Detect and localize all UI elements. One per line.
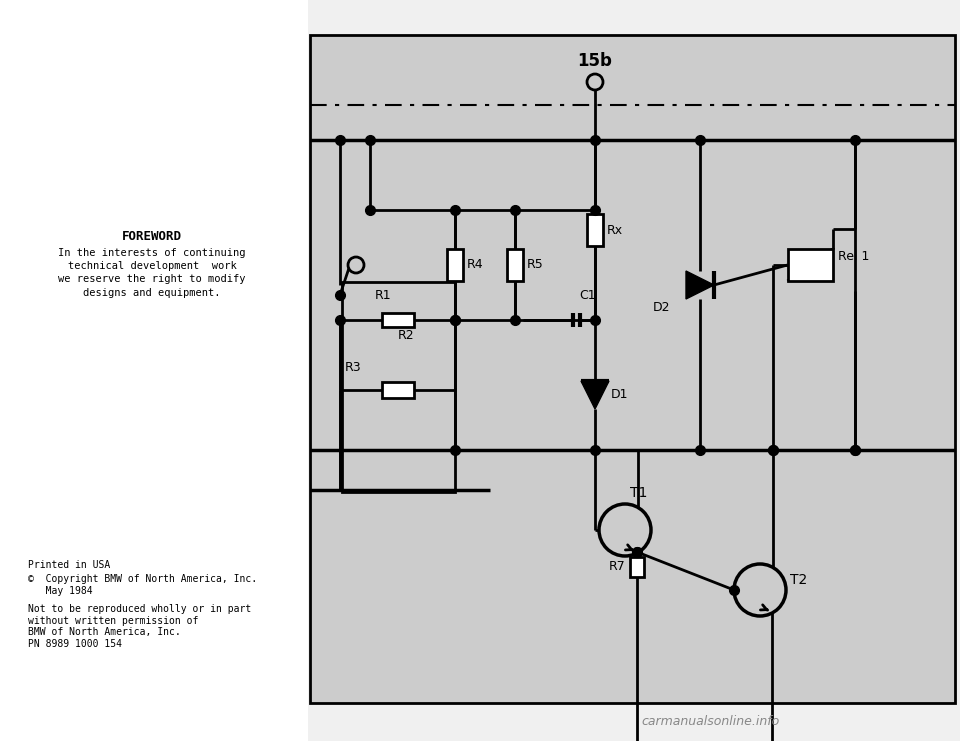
Text: R4: R4 xyxy=(467,259,484,271)
Text: FOREWORD: FOREWORD xyxy=(122,230,182,243)
Text: R7: R7 xyxy=(610,560,626,574)
Text: In the interests of continuing
technical development  work
we reserve the right : In the interests of continuing technical… xyxy=(59,248,246,298)
Text: Not to be reproduced wholly or in part
without written permission of
BMW of Nort: Not to be reproduced wholly or in part w… xyxy=(28,604,252,649)
Text: R3: R3 xyxy=(345,361,362,374)
Text: D1: D1 xyxy=(611,388,629,402)
Text: D2: D2 xyxy=(653,301,670,314)
Bar xyxy=(507,249,523,281)
Circle shape xyxy=(348,257,364,273)
Text: T1: T1 xyxy=(630,486,647,500)
Text: T2: T2 xyxy=(790,573,807,587)
Polygon shape xyxy=(581,381,609,409)
Text: R1: R1 xyxy=(375,289,392,302)
Bar xyxy=(587,214,603,246)
Bar xyxy=(0,0,308,741)
Text: R5: R5 xyxy=(527,259,543,271)
Text: R2: R2 xyxy=(397,329,414,342)
Bar xyxy=(381,382,414,398)
Bar xyxy=(447,249,463,281)
Text: Rel 1: Rel 1 xyxy=(837,250,869,264)
Text: C1: C1 xyxy=(579,289,595,302)
Circle shape xyxy=(734,564,786,616)
Bar xyxy=(310,35,955,703)
Circle shape xyxy=(599,504,651,556)
Bar xyxy=(787,249,832,281)
Text: Rx: Rx xyxy=(607,224,623,236)
Text: ©  Copyright BMW of North America, Inc.
   May 1984: © Copyright BMW of North America, Inc. M… xyxy=(28,574,257,596)
Bar xyxy=(630,557,644,577)
Text: Printed in USA: Printed in USA xyxy=(28,560,110,570)
Bar xyxy=(342,282,455,492)
Circle shape xyxy=(587,74,603,90)
Bar xyxy=(381,313,414,327)
Text: carmanualsonline.info: carmanualsonline.info xyxy=(641,715,780,728)
Polygon shape xyxy=(686,271,714,299)
Text: 15b: 15b xyxy=(578,52,612,70)
